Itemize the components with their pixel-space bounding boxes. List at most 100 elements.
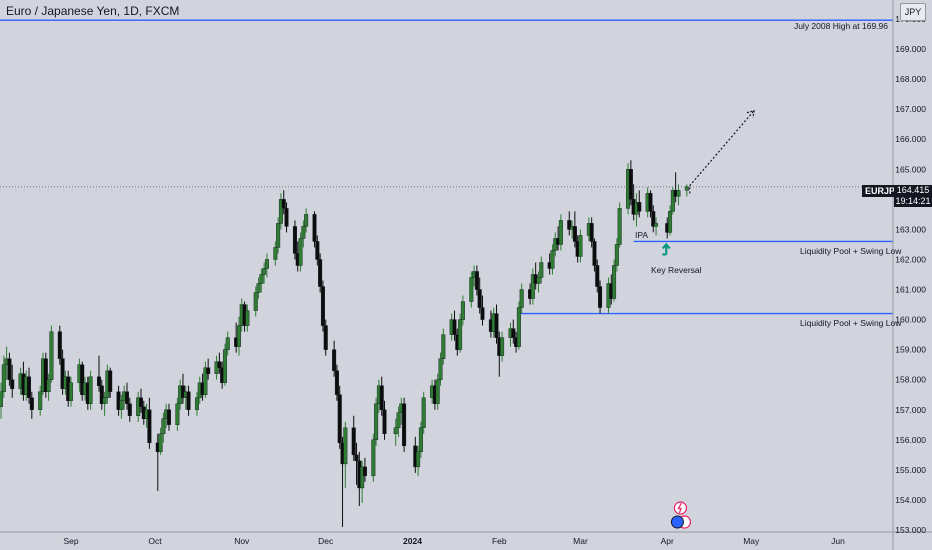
candle[interactable]: [312, 211, 317, 248]
candle[interactable]: [402, 397, 407, 452]
candle[interactable]: [480, 295, 485, 326]
candle[interactable]: [393, 418, 398, 446]
candle[interactable]: [127, 397, 132, 422]
candle[interactable]: [57, 325, 62, 365]
candle[interactable]: [500, 331, 505, 362]
candle[interactable]: [186, 385, 191, 416]
candle[interactable]: [102, 391, 107, 416]
candle[interactable]: [301, 220, 306, 248]
candle[interactable]: [614, 238, 619, 272]
candle[interactable]: [670, 187, 675, 215]
candle[interactable]: [10, 364, 15, 398]
candle[interactable]: [435, 373, 440, 410]
candle[interactable]: [225, 331, 230, 356]
candle[interactable]: [166, 403, 171, 431]
candle[interactable]: [379, 376, 384, 416]
price-scale[interactable]: 170.000169.000168.000167.000166.000165.0…: [895, 14, 926, 535]
candle[interactable]: [318, 253, 323, 293]
candle[interactable]: [80, 361, 85, 401]
candle[interactable]: [222, 343, 227, 386]
candle[interactable]: [0, 382, 4, 419]
candle[interactable]: [676, 184, 681, 206]
candle[interactable]: [648, 190, 653, 218]
candle[interactable]: [550, 244, 555, 275]
candle[interactable]: [320, 280, 325, 332]
candle[interactable]: [654, 217, 659, 236]
candle[interactable]: [138, 388, 143, 413]
plot-area[interactable]: [0, 0, 893, 532]
candle[interactable]: [595, 259, 600, 293]
candle[interactable]: [256, 277, 261, 299]
candle[interactable]: [494, 304, 499, 344]
candle[interactable]: [418, 421, 423, 458]
candle[interactable]: [558, 214, 563, 251]
candle[interactable]: [278, 193, 283, 230]
candle[interactable]: [578, 229, 583, 263]
candle[interactable]: [262, 262, 267, 284]
candle[interactable]: [96, 355, 101, 392]
candle[interactable]: [217, 352, 222, 374]
candle[interactable]: [452, 310, 457, 341]
candle[interactable]: [1, 355, 6, 398]
candle[interactable]: [382, 400, 387, 440]
candle[interactable]: [651, 205, 656, 233]
candle[interactable]: [598, 280, 603, 314]
candle[interactable]: [668, 205, 673, 236]
candle[interactable]: [88, 370, 93, 410]
candle[interactable]: [351, 415, 356, 461]
candle[interactable]: [332, 340, 337, 377]
candle[interactable]: [572, 211, 577, 248]
candle[interactable]: [474, 265, 479, 296]
candle[interactable]: [592, 238, 597, 272]
candle[interactable]: [511, 319, 516, 344]
candle[interactable]: [49, 325, 54, 383]
candle[interactable]: [161, 412, 166, 443]
candle[interactable]: [438, 352, 443, 386]
candle[interactable]: [612, 259, 617, 302]
candle[interactable]: [108, 367, 113, 398]
candle[interactable]: [334, 364, 339, 401]
candle[interactable]: [46, 373, 51, 401]
candle[interactable]: [245, 304, 250, 332]
candle[interactable]: [203, 361, 208, 398]
candle[interactable]: [536, 271, 541, 293]
candle[interactable]: [68, 376, 73, 407]
candle[interactable]: [281, 190, 286, 215]
candle[interactable]: [147, 397, 152, 449]
candle[interactable]: [343, 421, 348, 488]
candle[interactable]: [273, 241, 278, 266]
candle[interactable]: [684, 184, 689, 197]
candle[interactable]: [567, 211, 572, 236]
candle[interactable]: [194, 391, 199, 416]
candle[interactable]: [315, 235, 320, 266]
candle[interactable]: [253, 286, 258, 317]
time-scale[interactable]: Sep Oct Nov Dec 2024 Feb Mar Apr May Jun: [63, 536, 845, 546]
candle[interactable]: [441, 328, 446, 365]
candle[interactable]: [416, 445, 421, 476]
candle[interactable]: [396, 406, 401, 437]
candle[interactable]: [628, 160, 633, 206]
candle[interactable]: [264, 253, 269, 278]
candle[interactable]: [354, 442, 359, 485]
candle[interactable]: [119, 394, 124, 419]
candle[interactable]: [617, 202, 622, 248]
candle[interactable]: [304, 208, 309, 233]
candle[interactable]: [298, 232, 303, 272]
candle[interactable]: [516, 301, 521, 350]
candle[interactable]: [38, 385, 43, 416]
candle[interactable]: [421, 391, 426, 434]
candle[interactable]: [284, 202, 289, 233]
candle[interactable]: [236, 316, 241, 356]
candle[interactable]: [27, 367, 32, 404]
candle[interactable]: [292, 220, 297, 260]
candle[interactable]: [530, 268, 535, 305]
candle[interactable]: [539, 256, 544, 284]
candle[interactable]: [458, 313, 463, 353]
candle[interactable]: [60, 349, 65, 395]
candle[interactable]: [519, 283, 524, 314]
dividend-event-icon[interactable]: [670, 515, 684, 529]
candle[interactable]: [158, 427, 163, 455]
currency-button[interactable]: JPY: [900, 3, 926, 21]
candle[interactable]: [589, 217, 594, 248]
